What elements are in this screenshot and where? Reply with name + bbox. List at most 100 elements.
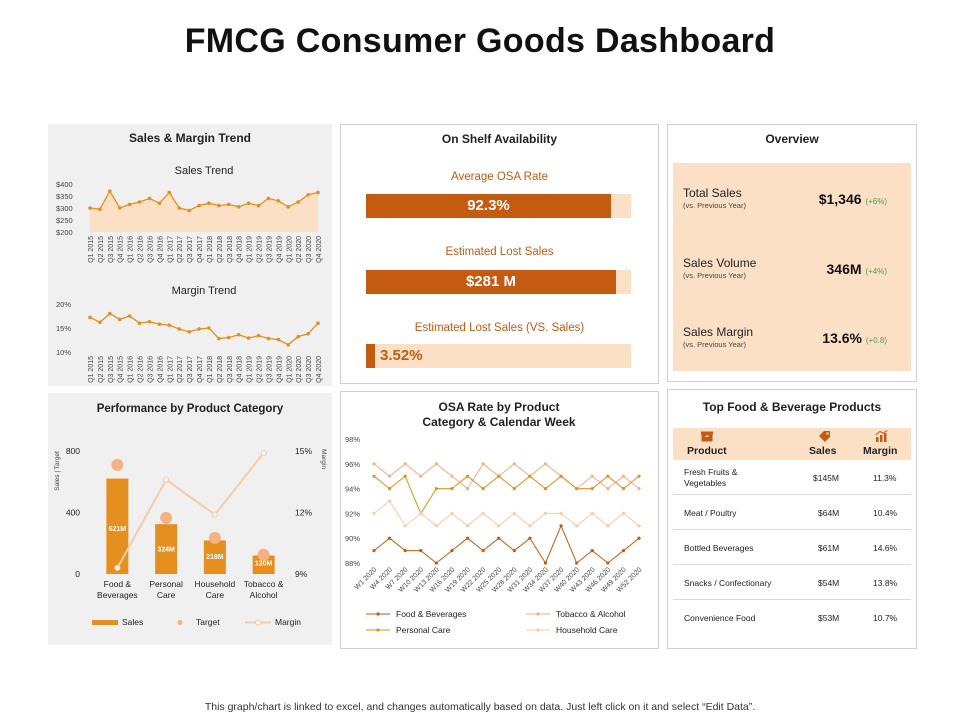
data-point [481,462,485,466]
data-point [108,189,112,193]
data-point [512,462,516,466]
series-line [89,312,319,346]
data-point [434,524,438,528]
data-point [167,190,172,195]
x-tick-label: Q4 2017 [197,356,204,383]
chart-title: Category & Calendar Week [422,415,575,429]
data-point [450,549,454,553]
data-point [512,511,516,515]
cell-margin: 10.7% [873,613,898,623]
data-point [236,205,241,209]
x-tick-label: Q4 2019 [276,356,283,383]
data-point [637,524,641,528]
data-point [127,202,132,207]
overview-value-number: $1,346 [818,191,862,207]
cell-sales: $61M [818,543,840,553]
bar-sales [203,540,226,574]
x-tick-label: Q2 2017 [177,236,184,263]
overview-label: Sales Margin [683,325,754,339]
x-tick-label: Q1 2018 [207,356,214,383]
data-point [256,333,261,338]
y2-tick-label: 15% [295,446,312,456]
data-point [117,206,122,210]
legend-marker [376,628,380,632]
osa-value-lost: $281 M [465,273,517,290]
x-tick-label: Q1 2016 [128,236,135,263]
bar-sales [155,524,178,574]
bar-label: 621M [109,526,127,533]
data-point [543,487,548,491]
data-point [419,549,423,553]
x-tick-label: Q1 2019 [247,356,254,383]
x-tick-label: Q1 2015 [88,236,95,263]
data-point [236,332,241,337]
legend-target-swatch [177,620,183,625]
data-point [528,524,532,528]
legend-target-label: Target [196,617,220,627]
y2-tick-label: 9% [295,569,308,579]
legend-label: Personal Care [396,625,451,635]
data-point [127,314,132,318]
y-tick-label: 88% [345,559,360,568]
data-point [543,561,548,565]
osa-bar-fill [366,344,375,368]
data-point [197,327,201,331]
data-point [434,462,438,466]
x-tick-label: Q4 2019 [276,236,283,263]
osa-value-avg: 92.3% [467,197,510,214]
data-point [497,524,501,528]
legend-marker [376,612,380,616]
x-tick-label: Q4 2016 [157,356,164,383]
data-point [286,343,291,347]
data-point [157,322,162,326]
legend-label: Household Care [556,625,618,635]
header-sales: Sales [809,445,837,457]
overview-value-number: 13.6% [822,330,862,346]
cell-product: Snacks / Confectionary [684,578,772,588]
data-point [575,487,579,491]
target-point [208,531,221,544]
chart-title: Sales Trend [175,165,234,177]
series-line [373,524,640,565]
data-point [372,474,376,478]
y-tick-label: 0 [75,569,80,579]
data-point [559,511,563,515]
data-point [296,334,300,339]
data-point [98,320,102,325]
data-point [387,487,392,491]
cell-margin: 10.4% [873,508,898,518]
overview-value-number: 346M [826,261,862,277]
data-point [177,327,182,331]
cell-sales: $53M [818,613,840,623]
data-point [217,336,221,341]
data-point [621,487,626,491]
data-point [226,335,231,340]
overview-sub: (vs. Previous Year) [683,201,746,210]
margin-point [211,511,218,518]
table-header: Product Sales Margin [673,428,911,460]
data-point [450,474,454,478]
legend-label: Tobacco & Alcohol [556,609,626,619]
target-point [111,458,124,471]
y2-axis-label: Margin [320,449,327,469]
overview-panel: Overview Total Sales (vs. Previous Year)… [667,124,917,382]
x-tick-label: Q4 2018 [237,236,244,263]
y-tick-label: 20% [56,300,71,309]
overview-box: Total Sales (vs. Previous Year) $1,346 (… [673,163,911,371]
overview-sales-volume: Sales Volume (vs. Previous Year) 346M (+… [673,256,911,296]
osa-label-avg: Average OSA Rate [451,171,548,183]
data-point [207,326,211,330]
x-tick-label: Q3 2019 [266,236,273,263]
data-point [575,561,579,565]
osa-weekly-panel: OSA Rate by Product Category & Calendar W… [340,391,659,649]
margin-point [114,564,121,571]
data-point [286,205,291,209]
cell-sales: $64M [818,508,840,518]
area-fill [90,191,318,232]
data-point [88,206,92,210]
performance-panel: Performance by Product Category 800 400 0 15… [48,393,332,645]
bar-sales [252,555,275,574]
x-tick-label: Q4 2015 [118,356,125,383]
